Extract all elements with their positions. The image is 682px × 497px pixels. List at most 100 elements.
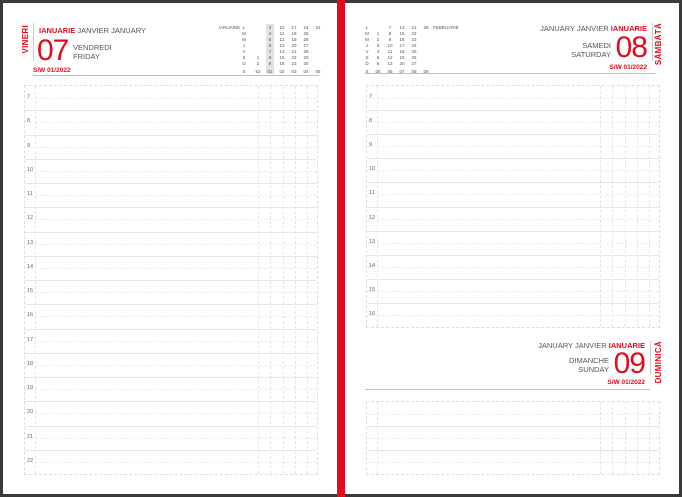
calendar-day[interactable]: 18 [291, 31, 297, 36]
calendar-day[interactable]: 10 [279, 25, 285, 30]
day-number: 08 [615, 31, 648, 64]
calendar-day[interactable]: 17 [399, 43, 405, 48]
grid-row-line [367, 218, 659, 220]
grid-row-line [367, 426, 659, 427]
calendar-day[interactable]: 8 [388, 31, 392, 36]
calendar-day[interactable]: 28 [423, 25, 429, 30]
divider [652, 23, 653, 61]
calendar-day[interactable]: 12 [279, 37, 285, 42]
calendar-day[interactable]: 4 [268, 31, 272, 36]
calendar-day[interactable]: 20 [399, 61, 405, 66]
calendar-day[interactable]: 1 [376, 31, 380, 36]
calendar-day[interactable]: 9 [388, 37, 392, 42]
hourly-grid[interactable]: 7 8 9 10 11 12 13 14 15 16 17 18 19 20 21 22 [24, 85, 318, 475]
notes-grid-sunday[interactable] [366, 401, 660, 475]
week-number[interactable]: 07 [399, 69, 405, 74]
calendar-day[interactable]: 11 [279, 31, 285, 36]
calendar-day[interactable]: 5 [268, 37, 272, 42]
calendar-day[interactable]: 3 [268, 25, 272, 30]
weekday-names: SAMEDI SATURDAY [571, 41, 611, 59]
calendar-day[interactable]: 23 [291, 61, 297, 66]
grid-row-line [25, 146, 317, 148]
weekday-initial: M [242, 37, 246, 42]
calendar-day[interactable]: 2 [376, 37, 380, 42]
grid-row-line [367, 414, 659, 415]
hourly-grid-saturday[interactable]: 7 8 9 10 11 12 13 14 15 16 [366, 85, 660, 328]
month-header-sunday: JANUARY JANVIER IANUARIE [538, 341, 645, 350]
calendar-day[interactable]: 3 [376, 43, 380, 48]
calendar-day[interactable]: 20 [291, 43, 297, 48]
calendar-day[interactable]: 31 [315, 25, 321, 30]
grid-row-line [367, 170, 659, 172]
calendar-day[interactable]: 22 [291, 55, 297, 60]
calendar-day[interactable]: 17 [291, 25, 297, 30]
week-number[interactable]: 01 [267, 69, 273, 74]
calendar-day[interactable]: 22 [411, 31, 417, 36]
calendar-day[interactable]: 13 [279, 43, 285, 48]
calendar-day[interactable]: 21 [291, 49, 297, 54]
week-number[interactable]: 05 [315, 69, 321, 74]
calendar-day[interactable]: 6 [268, 43, 272, 48]
grid-row-line [367, 438, 659, 439]
calendar-day[interactable]: 16 [399, 37, 405, 42]
calendar-day[interactable]: 24 [411, 43, 417, 48]
calendar-day[interactable]: 26 [411, 55, 417, 60]
week-number[interactable]: 02 [279, 69, 285, 74]
week-number[interactable]: 03 [291, 69, 297, 74]
calendar-day[interactable]: 5 [376, 55, 380, 60]
calendar-day[interactable]: 14 [279, 49, 285, 54]
calendar-day[interactable]: 27 [303, 43, 309, 48]
calendar-day[interactable]: 19 [399, 55, 405, 60]
calendar-day[interactable]: 30 [303, 61, 309, 66]
hour-label: 9 [369, 142, 373, 149]
calendar-day[interactable]: 1 [256, 55, 260, 60]
calendar-day[interactable]: 7 [388, 25, 392, 30]
calendar-day[interactable]: 29 [303, 55, 309, 60]
calendar-day[interactable]: 25 [411, 49, 417, 54]
calendar-day[interactable]: 13 [387, 61, 393, 66]
calendar-day[interactable]: 15 [399, 31, 405, 36]
calendar-day[interactable]: 4 [376, 49, 380, 54]
calendar-day[interactable]: 7 [268, 49, 272, 54]
calendar-day[interactable]: 14 [399, 25, 405, 30]
binding-spine [337, 0, 345, 497]
calendar-day[interactable]: 6 [376, 61, 380, 66]
calendar-day[interactable]: 2 [256, 61, 260, 66]
grid-row-line [367, 134, 659, 136]
hour-label: 21 [27, 433, 34, 440]
calendar-day[interactable]: 28 [303, 49, 309, 54]
calendar-day[interactable]: 27 [411, 61, 417, 66]
grid-row-line [25, 219, 317, 221]
grid-row-line [25, 280, 317, 281]
calendar-day[interactable]: 19 [291, 37, 297, 42]
calendar-day[interactable]: 21 [411, 25, 417, 30]
calendar-day[interactable]: 8 [268, 55, 272, 60]
calendar-day[interactable]: 15 [279, 55, 285, 60]
grid-row-line [25, 207, 317, 209]
calendar-day[interactable]: 25 [303, 31, 309, 36]
calendar-day[interactable]: 18 [399, 49, 405, 54]
hour-label: 11 [27, 191, 33, 198]
calendar-day[interactable]: 9 [268, 61, 272, 66]
week-number[interactable]: 08 [411, 69, 417, 74]
mini-calendar-month: IANUARIE [219, 25, 241, 30]
week-number[interactable]: 09 [423, 69, 429, 74]
hour-label: 14 [27, 263, 34, 270]
calendar-day[interactable]: 11 [387, 49, 393, 54]
calendar-day[interactable]: 26 [303, 37, 309, 42]
week-number[interactable]: 06 [387, 69, 393, 74]
week-label: S/W 01/2022 [609, 64, 647, 71]
calendar-day[interactable]: 23 [411, 37, 417, 42]
weekday-initial: D [365, 61, 369, 66]
grid-row-line [25, 340, 317, 342]
week-number[interactable]: 52 [255, 69, 261, 74]
calendar-day[interactable]: 10 [387, 43, 393, 48]
week-number[interactable]: 04 [303, 69, 309, 74]
calendar-day[interactable]: 24 [303, 25, 309, 30]
hour-label: 7 [369, 94, 373, 101]
grid-row-line [367, 278, 659, 280]
week-number[interactable]: 05 [375, 69, 381, 74]
hour-label: 12 [27, 215, 34, 222]
calendar-day[interactable]: 12 [387, 55, 393, 60]
calendar-day[interactable]: 16 [279, 61, 285, 66]
